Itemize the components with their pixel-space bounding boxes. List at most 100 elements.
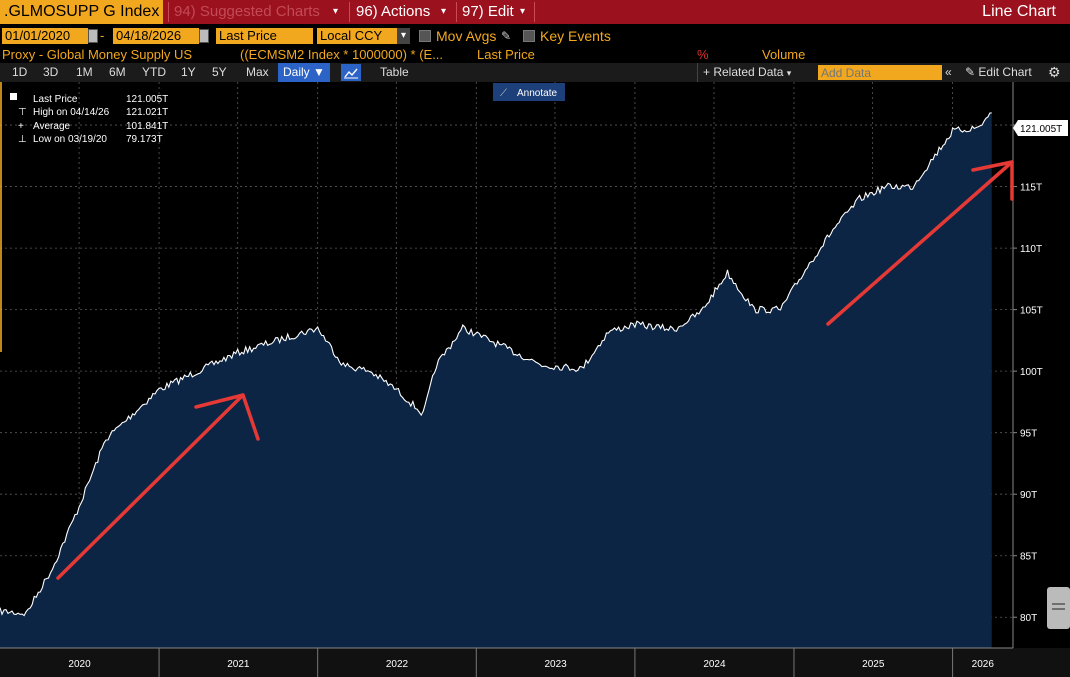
gear-icon[interactable]: ⚙	[1048, 64, 1061, 80]
legend-average-marker: +	[18, 121, 24, 132]
chevron-down-icon: ▼	[313, 65, 325, 79]
y-tick-label: 85T	[1020, 552, 1037, 563]
suggested-charts-button[interactable]: 94) Suggested Charts	[174, 3, 320, 20]
legend-low-marker: ⊥	[18, 134, 27, 145]
price-chart[interactable]: 80T85T90T95T100T105T110T115T120T 2020202…	[0, 82, 1070, 677]
last-price-badge-text: 121.005T	[1020, 124, 1062, 135]
line-chart-icon[interactable]	[341, 64, 361, 81]
y-tick-label: 95T	[1020, 429, 1037, 440]
x-axis: 2020 2021 2022 2023 2024 2025 2026	[0, 647, 1070, 677]
table-view-button[interactable]: Table	[380, 65, 409, 79]
security-description-row: Proxy - Global Money Supply US ((ECMSM2 …	[0, 46, 1070, 63]
annotate-pencil-icon: ⟋	[500, 88, 507, 99]
period-max[interactable]: Max	[246, 65, 269, 79]
legend-low-label: Low on 03/19/20	[33, 134, 107, 145]
ticker-field[interactable]: .GLMOSUPP G Index	[0, 0, 164, 24]
end-date-field[interactable]: 04/18/2026	[113, 28, 199, 44]
price-line	[0, 112, 992, 617]
legend-high-marker: ⊤	[18, 107, 27, 118]
toolbar-separator	[456, 2, 457, 22]
y-tick-label: 110T	[1020, 244, 1042, 255]
period-3d[interactable]: 3D	[43, 65, 59, 79]
toolbar-separator	[168, 2, 169, 22]
actions-dropdown-icon[interactable]: ▾	[441, 6, 447, 17]
legend-last-label: Last Price	[33, 94, 78, 105]
collapse-arrows-icon[interactable]: «	[945, 65, 952, 79]
legend-last-value: 121.005T	[126, 94, 168, 105]
period-1m[interactable]: 1M	[76, 65, 93, 79]
percent-column-label: %	[697, 47, 709, 62]
security-formula: ((ECMSM2 Index * 1000000) * (E...	[240, 47, 444, 62]
related-data-label: + Related Data	[703, 65, 784, 79]
period-1y[interactable]: 1Y	[181, 65, 196, 79]
x-tick-label: 2023	[544, 659, 567, 670]
side-scroll-handle-bg	[1047, 587, 1070, 629]
pencil-icon: ✎	[965, 65, 976, 79]
key-events-label: Key Events	[540, 28, 611, 44]
period-1d[interactable]: 1D	[12, 65, 28, 79]
x-tick-label: 2025	[862, 659, 885, 670]
y-tick-label: 80T	[1020, 613, 1037, 624]
frequency-label: Daily	[283, 65, 310, 79]
chart-type-title: Line Chart	[982, 3, 1056, 20]
x-tick-label: 2024	[703, 659, 726, 670]
currency-select[interactable]: Local CCY	[317, 28, 400, 44]
top-toolbar: .GLMOSUPP G Index 94) Suggested Charts ▾…	[0, 0, 1070, 24]
red-arrow-2020-2021	[56, 393, 260, 580]
key-events-checkbox[interactable]	[523, 30, 535, 42]
frequency-select[interactable]: Daily ▼	[278, 63, 330, 82]
side-scroll-handle[interactable]	[1047, 587, 1070, 629]
annotate-button[interactable]: ⟋ Annotate	[493, 83, 565, 101]
price-field-select[interactable]: Last Price	[216, 28, 313, 44]
legend-average-value: 101.841T	[126, 121, 168, 132]
controls-bar: 01/01/2020 - 04/18/2026 Last Price Local…	[0, 26, 1070, 46]
related-data-button[interactable]: + Related Data ▾	[703, 63, 791, 82]
volume-column-label: Volume	[762, 47, 806, 62]
last-price-badge-bg	[1013, 120, 1068, 136]
edit-dropdown-icon[interactable]: ▾	[520, 6, 526, 17]
x-tick-label: 2026	[972, 659, 995, 670]
calendar-icon[interactable]	[199, 29, 209, 43]
legend-high-value: 121.021T	[126, 107, 168, 118]
price-area-fill	[0, 112, 992, 649]
y-tick-label: 115T	[1020, 183, 1042, 194]
left-edge-marker	[0, 82, 2, 352]
start-date-field[interactable]: 01/01/2020	[2, 28, 88, 44]
add-data-input[interactable]	[818, 65, 942, 80]
legend-low-value: 79.173T	[126, 134, 163, 145]
edit-chart-button[interactable]: ✎ Edit Chart	[965, 63, 1032, 82]
legend-average-label: Average	[33, 121, 71, 132]
annotation-arrows	[56, 160, 1014, 580]
edit-chart-label: Edit Chart	[978, 65, 1032, 79]
period-bar: 1D 3D 1M 6M YTD 1Y 5Y Max Daily ▼ Table …	[0, 63, 1070, 82]
chevron-down-icon: ▾	[786, 68, 792, 78]
red-arrow-2025-2026	[826, 160, 1014, 326]
actions-menu-button[interactable]: 96) Actions	[356, 3, 431, 20]
y-tick-label: 100T	[1020, 367, 1043, 378]
x-tick-label: 2020	[68, 659, 91, 670]
date-range-dash: -	[100, 28, 105, 43]
security-title: Proxy - Global Money Supply US	[2, 47, 193, 62]
last-price-column-label: Last Price	[477, 47, 535, 62]
period-6m[interactable]: 6M	[109, 65, 126, 79]
period-5y[interactable]: 5Y	[212, 65, 227, 79]
toolbar-separator	[534, 2, 535, 22]
divider	[697, 63, 698, 82]
chart-legend: Last Price 121.005T ⊤ High on 04/14/26 1…	[10, 93, 168, 145]
pencil-icon[interactable]: ✎	[501, 29, 512, 43]
annotate-button-bg	[493, 83, 565, 101]
calendar-icon[interactable]	[88, 29, 98, 43]
y-tick-label: 90T	[1020, 490, 1037, 501]
currency-dropdown-icon[interactable]: ▾	[397, 28, 410, 44]
edit-menu-button[interactable]: 97) Edit	[462, 3, 514, 20]
mov-avgs-checkbox[interactable]	[419, 30, 431, 42]
legend-high-label: High on 04/14/26	[33, 107, 110, 118]
legend-last-swatch	[10, 93, 17, 100]
x-tick-label: 2022	[386, 659, 409, 670]
last-price-badge: 121.005T	[1013, 120, 1068, 136]
x-tick-label: 2021	[227, 659, 250, 670]
y-tick-label: 105T	[1020, 306, 1043, 317]
period-ytd[interactable]: YTD	[142, 65, 166, 79]
suggested-dropdown-icon[interactable]: ▾	[333, 6, 339, 17]
toolbar-separator	[349, 2, 350, 22]
